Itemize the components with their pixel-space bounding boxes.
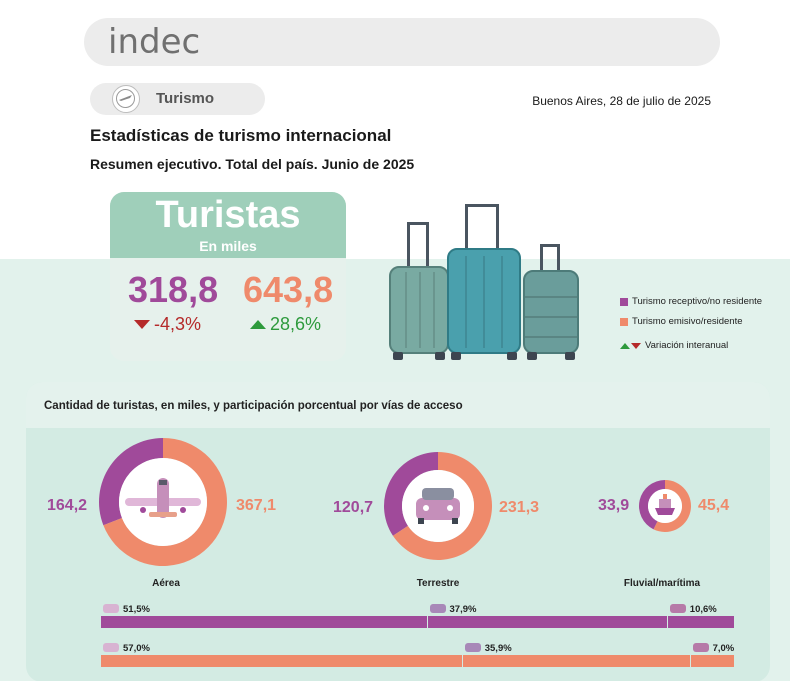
bag-handle (465, 204, 499, 250)
car-icon (464, 643, 481, 652)
donut-slice-emisivo (653, 480, 691, 532)
donut-slice-receptivo (99, 438, 163, 526)
emisivo-variation: 28,6% (270, 314, 322, 334)
fluvial-receptivo-value: 33,9 (598, 497, 630, 514)
emisivo-total: 643,8 (243, 269, 334, 310)
share-percentage: 7,0% (712, 643, 735, 654)
page-title: Estadísticas de turismo internacional (90, 126, 392, 145)
down-arrow-icon (134, 320, 150, 329)
tourists-unit: En miles (199, 238, 257, 254)
up-arrow-icon (250, 320, 266, 329)
share-percentage: 51,5% (123, 604, 150, 615)
page-subtitle: Resumen ejecutivo. Total del país. Junio… (90, 156, 415, 172)
donut-slice-receptivo (384, 452, 438, 536)
fluvial-emisivo-value: 45,4 (698, 497, 730, 514)
bag-wheel (565, 352, 575, 360)
share-bar-segment (462, 655, 690, 667)
share-percentage: 57,0% (123, 643, 150, 654)
aerea-label: Aérea (152, 578, 180, 589)
suitcase-icon (523, 270, 579, 354)
report-date: Buenos Aires, 28 de julio de 2025 (532, 94, 711, 108)
airplane-icon (125, 478, 201, 518)
aerea-emisivo-value: 367,1 (236, 497, 277, 514)
share-percentage: 35,9% (484, 643, 512, 654)
share-bar-segment (690, 655, 734, 667)
legend-swatch-receptivo (620, 298, 628, 306)
bag-rib (465, 256, 467, 348)
bag-handle (407, 222, 429, 268)
bag-band (525, 296, 577, 298)
receptivo-total: 318,8 (128, 269, 219, 310)
tourists-title: Turistas (155, 194, 301, 236)
aerea-receptivo-value: 164,2 (47, 497, 88, 514)
ship-icon (669, 604, 686, 613)
bag-wheel (507, 352, 517, 360)
legend-receptivo: Turismo receptivo/no residente (632, 296, 763, 307)
share-bar-segment (101, 616, 427, 628)
bag-rib (483, 256, 485, 348)
donut-slice-emisivo (392, 452, 493, 561)
share-percentage: 10,6% (689, 604, 717, 615)
access-title: Cantidad de turistas, en miles, y partic… (44, 400, 463, 412)
bag-wheel (451, 352, 461, 360)
tourism-icon-svg (116, 89, 135, 108)
receptivo-variation: -4,3% (154, 314, 202, 334)
legend-emisivo: Turismo emisivo/residente (632, 316, 743, 327)
logo-bar (84, 18, 720, 66)
luggage-illustration (385, 200, 585, 365)
access-card-header (26, 382, 770, 428)
ship-icon (692, 643, 709, 652)
bag-rib (501, 256, 503, 348)
legend-variation: Variación interanual (645, 340, 729, 351)
share-bar-segment (101, 655, 462, 667)
tourism-icon (112, 85, 140, 113)
car-icon (416, 488, 460, 524)
indec-logo: indec (108, 22, 201, 62)
legend-up-arrow-icon (620, 343, 630, 349)
bag-wheel (527, 352, 537, 360)
fluvial-label: Fluvial/marítima (623, 578, 701, 589)
terrestre-emisivo-value: 231,3 (499, 499, 540, 516)
bag-band (525, 336, 577, 338)
bag-band (525, 316, 577, 318)
terrestre-receptivo-value: 120,7 (333, 499, 374, 516)
car-icon (429, 604, 446, 613)
share-percentage: 37,9% (449, 604, 477, 615)
share-bar-segment (667, 616, 734, 628)
bag-handle (540, 244, 560, 274)
bag-wheel (435, 352, 445, 360)
bag-rib (433, 272, 435, 348)
legend-down-arrow-icon (631, 343, 641, 349)
bag-rib (405, 272, 407, 348)
airplane-icon (103, 643, 119, 652)
legend-swatch-emisivo (620, 318, 628, 326)
suitcase-icon (447, 248, 521, 354)
donut-slice-emisivo (103, 438, 228, 566)
section-label: Turismo (156, 90, 215, 107)
bag-rib (419, 272, 421, 348)
airplane-icon (103, 604, 119, 613)
tourists-card-header (110, 192, 346, 258)
bag-wheel (393, 352, 403, 360)
ship-icon (655, 494, 675, 515)
terrestre-label: Terrestre (416, 578, 460, 589)
donut-slice-receptivo (638, 480, 665, 530)
share-bar-segment (427, 616, 667, 628)
